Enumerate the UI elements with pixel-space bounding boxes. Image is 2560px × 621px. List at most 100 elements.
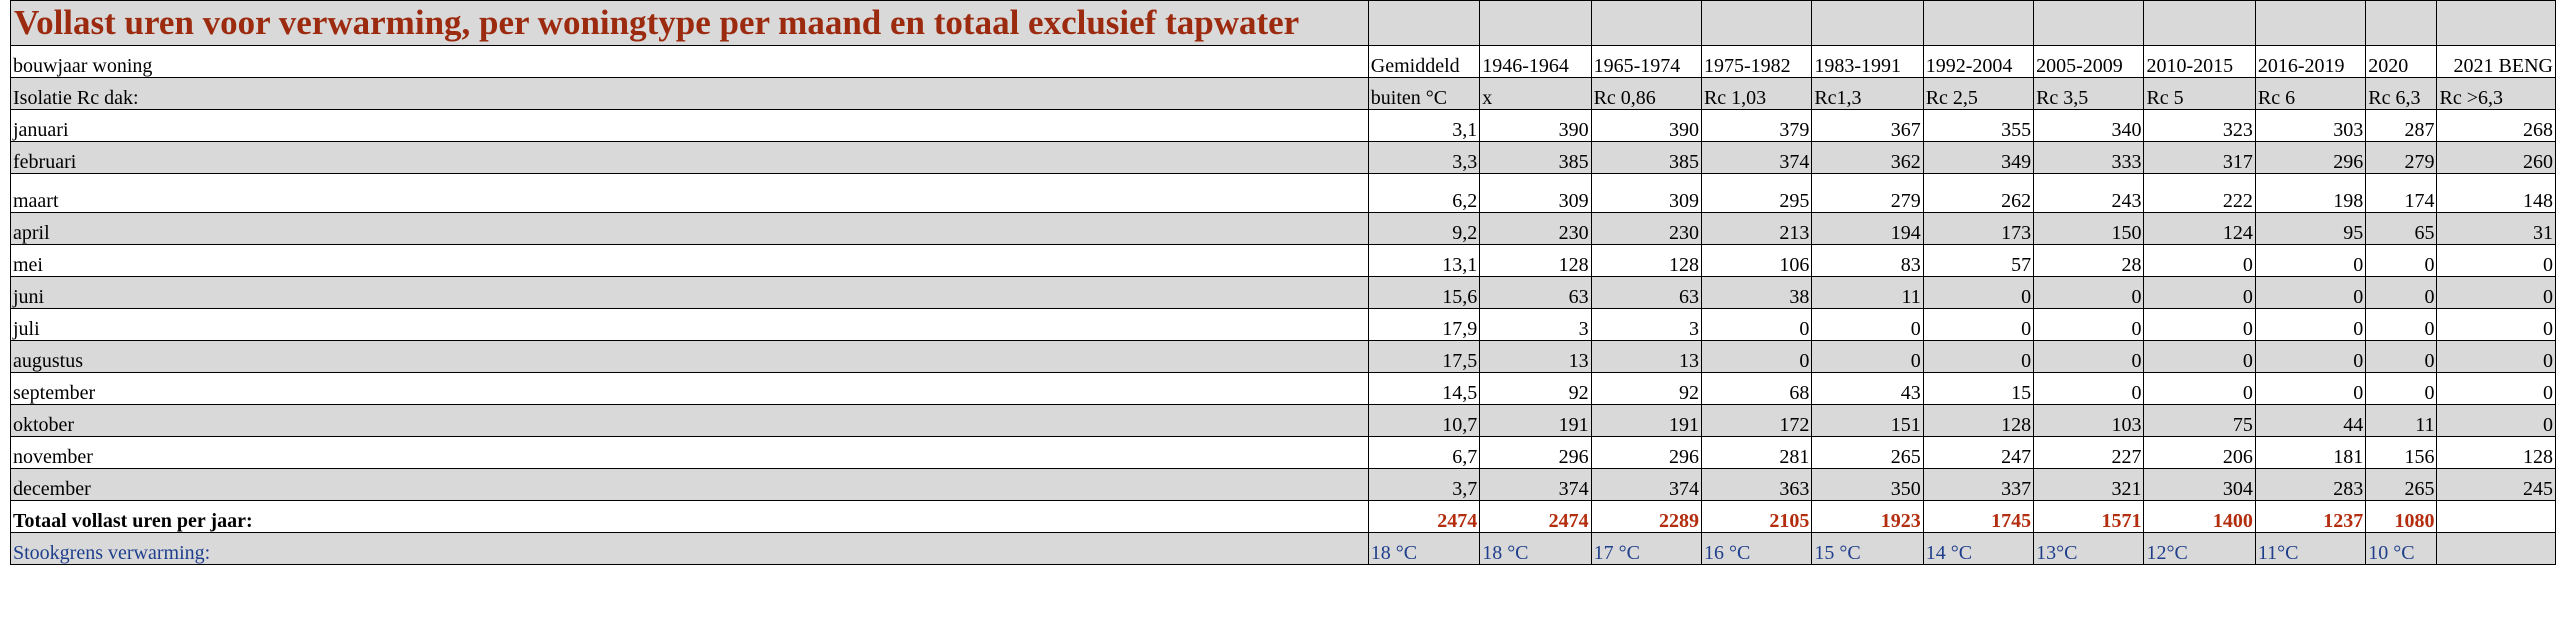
column-header: 2005-2009 [2033, 45, 2145, 78]
heating-hours-table: Vollast uren voor verwarming, per woning… [10, 0, 2556, 565]
month-row: april 9,2 230 230 213 194 173 150 124 95 65 31 [10, 212, 2556, 245]
column-header: Gemiddeld [1367, 45, 1481, 78]
table-cell: 174 [2365, 173, 2438, 213]
table-cell: 156 [2365, 436, 2438, 469]
total-row-label: Totaal vollast uren per jaar: [10, 500, 1369, 533]
table-cell: 379 [1700, 109, 1813, 142]
title-empty-cell [1700, 0, 1813, 46]
month-row: juni 15,6 63 63 38 11 0 0 0 0 0 0 [10, 276, 2556, 309]
month-row-label: april [10, 212, 1369, 245]
month-row: maart 6,2 309 309 295 279 262 243 222 198 174 148 [10, 173, 2556, 213]
table-cell: 198 [2254, 173, 2367, 213]
table-cell: 11 [1811, 276, 1924, 309]
table-cell: 243 [2033, 173, 2145, 213]
table-cell: 0 [2436, 340, 2556, 373]
table-cell: 304 [2143, 468, 2256, 501]
table-cell: 362 [1811, 141, 1924, 174]
table-cell: 103 [2033, 404, 2145, 437]
month-row-label: oktober [10, 404, 1369, 437]
table-cell: 0 [2436, 308, 2556, 341]
total-cell: 2474 [1367, 500, 1481, 533]
column-header: 2020 [2365, 45, 2438, 78]
table-cell: 63 [1479, 276, 1592, 309]
table-cell: 3,7 [1367, 468, 1481, 501]
left-margin [0, 0, 10, 621]
table-cell: 385 [1479, 141, 1592, 174]
insulation-cell: Rc 5 [2143, 77, 2256, 110]
month-row-label: juni [10, 276, 1369, 309]
table-cell: 296 [2254, 141, 2367, 174]
table-cell: 0 [1922, 276, 2035, 309]
table-cell: 0 [2365, 308, 2438, 341]
total-cell: 2289 [1590, 500, 1702, 533]
month-row: juli 17,9 3 3 0 0 0 0 0 0 0 0 [10, 308, 2556, 341]
table-cell: 0 [2436, 244, 2556, 277]
insulation-cell: Rc 0,86 [1590, 77, 1702, 110]
table-cell: 0 [2143, 372, 2256, 405]
insulation-cell: Rc >6,3 [2436, 77, 2556, 110]
title-empty-cell [2143, 0, 2256, 46]
column-header: 1946-1964 [1479, 45, 1592, 78]
table-cell: 124 [2143, 212, 2256, 245]
total-cell: 2105 [1700, 500, 1813, 533]
table-cell: 268 [2436, 109, 2556, 142]
table-cell: 227 [2033, 436, 2145, 469]
insulation-cell: Rc 2,5 [1922, 77, 2035, 110]
table-cell: 0 [2143, 308, 2256, 341]
table-cell: 83 [1811, 244, 1924, 277]
table-cell: 374 [1479, 468, 1592, 501]
insulation-cell: Rc 3,5 [2033, 77, 2145, 110]
table-cell: 0 [1700, 308, 1813, 341]
table-cell: 333 [2033, 141, 2145, 174]
table-cell: 374 [1700, 141, 1813, 174]
stookgrens-cell: 15 °C [1811, 532, 1924, 565]
title-empty-cell [1590, 0, 1702, 46]
column-header: 2021 BENG [2436, 45, 2556, 78]
title-empty-cell [1479, 0, 1592, 46]
month-row: september 14,5 92 92 68 43 15 0 0 0 0 0 [10, 372, 2556, 405]
table-cell: 279 [2365, 141, 2438, 174]
column-header: 1983-1991 [1811, 45, 1924, 78]
title-empty-cell [1922, 0, 2035, 46]
table-cell: 128 [1479, 244, 1592, 277]
month-row: oktober 10,7 191 191 172 151 128 103 75 44 11 0 [10, 404, 2556, 437]
month-row-label: juli [10, 308, 1369, 341]
table-cell: 0 [2033, 372, 2145, 405]
table-cell: 3 [1479, 308, 1592, 341]
table-cell: 38 [1700, 276, 1813, 309]
table-cell: 0 [2254, 308, 2367, 341]
column-header: 2016-2019 [2254, 45, 2367, 78]
table-cell: 13 [1479, 340, 1592, 373]
stookgrens-cell: 11°C [2254, 532, 2367, 565]
table-cell: 245 [2436, 468, 2556, 501]
month-row: mei 13,1 128 128 106 83 57 28 0 0 0 0 [10, 244, 2556, 277]
header-row: bouwjaar woning Gemiddeld 1946-1964 1965-19… [10, 45, 2556, 78]
insulation-cell: x [1479, 77, 1592, 110]
table-cell: 15,6 [1367, 276, 1481, 309]
total-cell [2436, 500, 2556, 533]
table-cell: 17,9 [1367, 308, 1481, 341]
table-cell: 92 [1479, 372, 1592, 405]
table-cell: 283 [2254, 468, 2367, 501]
table-cell: 350 [1811, 468, 1924, 501]
month-row-label: januari [10, 109, 1369, 142]
table-cell: 65 [2365, 212, 2438, 245]
total-row: Totaal vollast uren per jaar: 2474 2474 228… [10, 500, 2556, 533]
table-cell: 0 [1811, 340, 1924, 373]
month-row-label: september [10, 372, 1369, 405]
table-cell: 106 [1700, 244, 1813, 277]
table-cell: 385 [1590, 141, 1702, 174]
title-empty-cell [1811, 0, 1924, 46]
table-cell: 191 [1590, 404, 1702, 437]
total-cell: 1237 [2254, 500, 2367, 533]
month-row: januari 3,1 390 390 379 367 355 340 323 303 287 268 [10, 109, 2556, 142]
table-cell: 303 [2254, 109, 2367, 142]
table-cell: 31 [2436, 212, 2556, 245]
table-cell: 0 [2436, 404, 2556, 437]
table-cell: 57 [1922, 244, 2035, 277]
table-cell: 28 [2033, 244, 2145, 277]
table-cell: 363 [1700, 468, 1813, 501]
table-cell: 0 [1811, 308, 1924, 341]
table-cell: 390 [1590, 109, 1702, 142]
table-cell: 15 [1922, 372, 2035, 405]
